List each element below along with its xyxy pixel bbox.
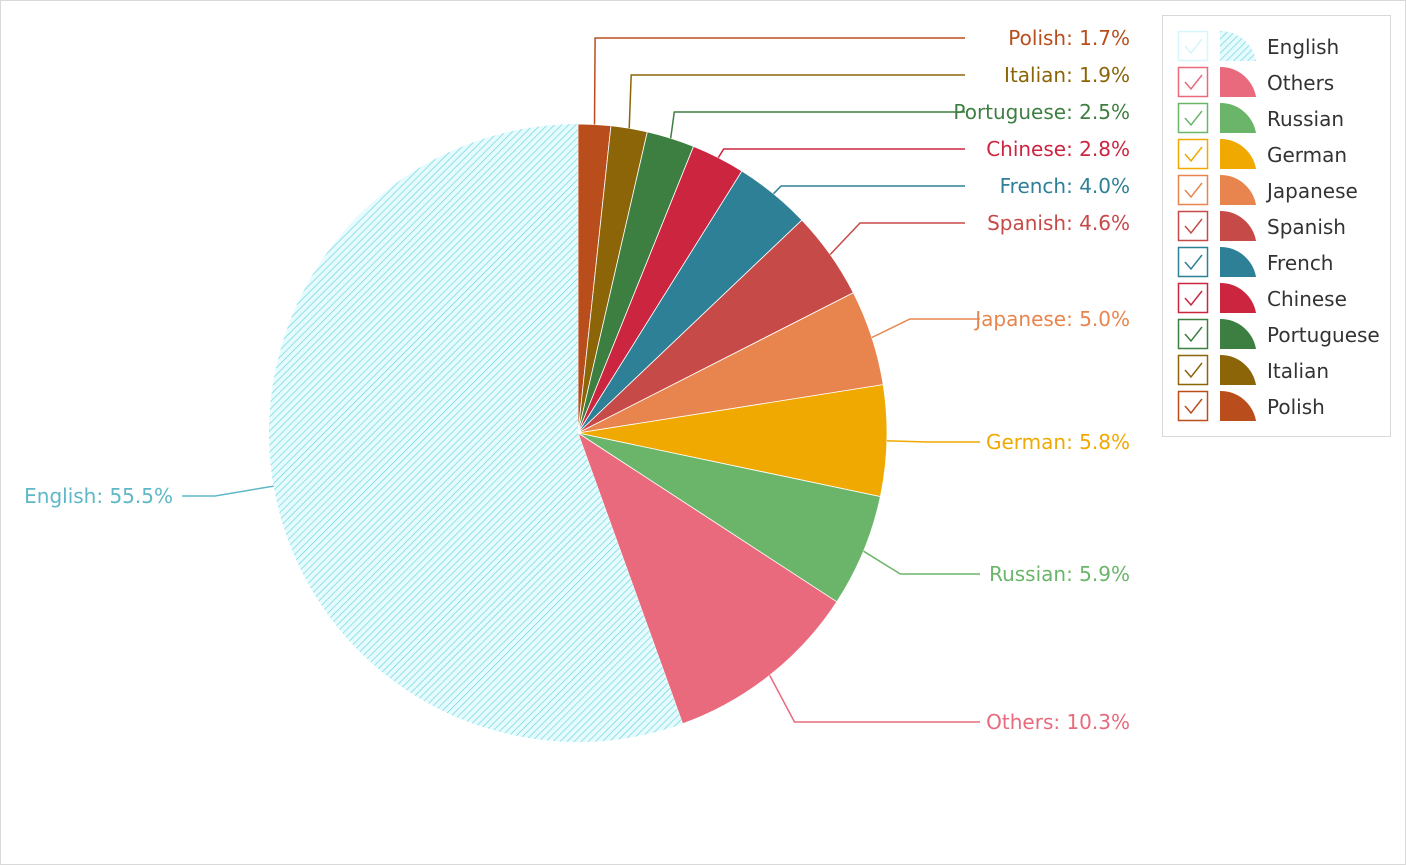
legend-item-spanish[interactable]: Spanish xyxy=(1177,210,1346,242)
legend-checkbox-spanish[interactable] xyxy=(1177,210,1209,242)
check-icon xyxy=(1184,146,1203,163)
legend-checkbox-french[interactable] xyxy=(1177,246,1209,278)
legend-label-polish: Polish xyxy=(1267,395,1325,419)
legend-label-portuguese: Portuguese xyxy=(1267,323,1380,347)
connector-others xyxy=(769,675,980,723)
legend: English Others Russian German Japanese Spanis… xyxy=(1162,15,1391,437)
data-label-russian: Russian: 5.9% xyxy=(989,562,1130,586)
legend-marker-russian xyxy=(1220,102,1256,133)
legend-label-german: German xyxy=(1267,143,1347,167)
legend-checkbox-chinese[interactable] xyxy=(1177,282,1209,314)
pie-slice-others[interactable] xyxy=(577,432,838,725)
legend-item-portuguese[interactable]: Portuguese xyxy=(1177,318,1380,350)
legend-marker-english xyxy=(1220,30,1256,61)
check-icon xyxy=(1184,254,1203,271)
legend-item-english[interactable]: English xyxy=(1177,30,1340,62)
connector-japanese xyxy=(871,318,980,339)
data-label-chinese: Chinese: 2.8% xyxy=(986,137,1130,161)
connector-german xyxy=(886,440,980,443)
check-icon xyxy=(1184,110,1203,127)
pie-labels: Polish: 1.7% Italian: 1.9% Portuguese: 2.5… xyxy=(24,26,1130,734)
data-label-french: French: 4.0% xyxy=(1000,174,1130,198)
check-icon xyxy=(1184,326,1203,343)
legend-checkbox-others[interactable] xyxy=(1177,66,1209,98)
check-icon xyxy=(1184,290,1203,307)
legend-checkbox-german[interactable] xyxy=(1177,138,1209,170)
connector-french xyxy=(772,185,965,195)
legend-item-others[interactable]: Others xyxy=(1177,66,1335,98)
data-label-spanish: Spanish: 4.6% xyxy=(987,211,1130,235)
legend-item-russian[interactable]: Russian xyxy=(1177,102,1345,134)
legend-marker-chinese xyxy=(1220,282,1256,313)
data-label-italian: Italian: 1.9% xyxy=(1004,63,1130,87)
legend-label-english: English xyxy=(1267,35,1339,59)
legend-label-japanese: Japanese xyxy=(1265,179,1358,203)
data-label-others: Others: 10.3% xyxy=(986,710,1130,734)
pie-slices xyxy=(268,123,888,742)
data-label-german: German: 5.8% xyxy=(986,430,1130,454)
data-label-english: English: 55.5% xyxy=(24,484,173,508)
connector-english xyxy=(182,485,274,497)
legend-checkbox-russian[interactable] xyxy=(1177,102,1209,134)
connector-portuguese xyxy=(669,111,965,139)
connector-chinese xyxy=(717,148,965,159)
connector-polish xyxy=(593,37,965,125)
legend-marker-portuguese xyxy=(1220,318,1256,349)
data-label-polish: Polish: 1.7% xyxy=(1008,26,1130,50)
legend-item-italian[interactable]: Italian xyxy=(1177,354,1330,386)
legend-marker-japanese xyxy=(1220,174,1256,205)
legend-label-russian: Russian xyxy=(1267,107,1344,131)
data-label-portuguese: Portuguese: 2.5% xyxy=(953,100,1130,124)
legend-marker-spanish xyxy=(1220,210,1256,241)
legend-checkbox-english[interactable] xyxy=(1177,30,1209,62)
legend-checkbox-japanese[interactable] xyxy=(1177,174,1209,206)
legend-checkbox-polish[interactable] xyxy=(1177,390,1209,422)
legend-item-german[interactable]: German xyxy=(1177,138,1348,170)
connector-spanish xyxy=(829,222,965,256)
legend-checkbox-italian[interactable] xyxy=(1177,354,1209,386)
legend-label-others: Others xyxy=(1267,71,1334,95)
check-icon xyxy=(1184,398,1203,415)
check-icon xyxy=(1184,362,1203,379)
legend-label-chinese: Chinese xyxy=(1267,287,1347,311)
connector-italian xyxy=(628,74,965,129)
legend-marker-italian xyxy=(1220,354,1256,385)
check-icon xyxy=(1184,218,1203,235)
legend-label-spanish: Spanish xyxy=(1267,215,1346,239)
legend-checkbox-portuguese[interactable] xyxy=(1177,318,1209,350)
check-icon xyxy=(1184,38,1203,55)
check-icon xyxy=(1184,182,1203,199)
legend-marker-polish xyxy=(1220,390,1256,421)
legend-item-chinese[interactable]: Chinese xyxy=(1177,282,1347,314)
data-label-japanese: Japanese: 5.0% xyxy=(973,307,1130,331)
legend-marker-others xyxy=(1220,66,1256,97)
legend-item-french[interactable]: French xyxy=(1177,246,1334,278)
legend-item-polish[interactable]: Polish xyxy=(1177,390,1325,422)
legend-label-french: French xyxy=(1267,251,1333,275)
check-icon xyxy=(1184,74,1203,91)
legend-label-italian: Italian xyxy=(1267,359,1329,383)
connector-russian xyxy=(863,550,980,575)
legend-item-japanese[interactable]: Japanese xyxy=(1177,174,1358,206)
pie-slice-english[interactable] xyxy=(268,123,683,742)
legend-marker-french xyxy=(1220,246,1256,277)
legend-marker-german xyxy=(1220,138,1256,169)
